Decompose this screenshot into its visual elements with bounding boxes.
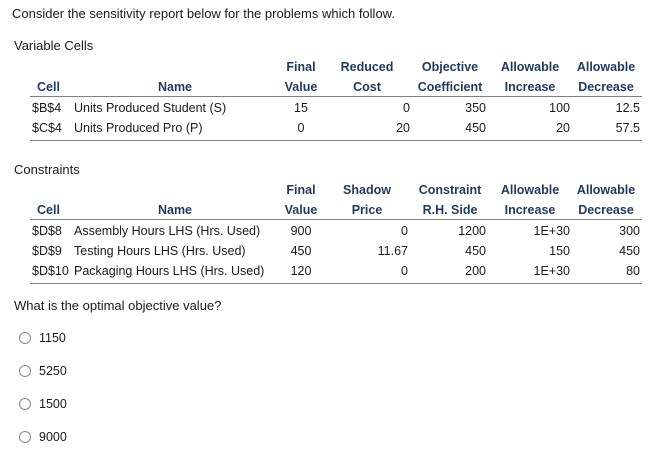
con-row-1-cell: $D$8 <box>32 224 62 238</box>
con-row-3-shadow: 0 <box>401 264 408 278</box>
option-label: 1500 <box>39 397 67 411</box>
vc-header-allowable-dec: Allowable <box>576 60 636 74</box>
con-row-2-increase: 150 <box>549 244 570 258</box>
con-header-final: Final <box>286 183 316 197</box>
vc-row-2-decrease: 57.5 <box>615 121 640 135</box>
con-header-increase: Increase <box>504 203 556 217</box>
variable-cells-title: Variable Cells <box>14 38 94 53</box>
radio-button-1150[interactable] <box>19 332 31 344</box>
con-row-3-cell: $D$10 <box>32 264 69 278</box>
vc-header-allowable-inc: Allowable <box>500 60 560 74</box>
vc-row-2-reduced: 20 <box>396 121 410 135</box>
question-text: What is the optimal objective value? <box>14 298 222 313</box>
con-row-2-cell: $D$9 <box>32 244 62 258</box>
con-row-2-decrease: 450 <box>619 244 640 258</box>
vc-header-final: Final <box>286 60 316 74</box>
con-header-allowable-inc: Allowable <box>500 183 560 197</box>
vc-header-objective: Objective <box>421 60 479 74</box>
con-row-1-name: Assembly Hours LHS (Hrs. Used) <box>74 224 261 238</box>
con-row-3-name: Packaging Hours LHS (Hrs. Used) <box>74 264 265 278</box>
vc-row-1-decrease: 12.5 <box>615 101 640 115</box>
vc-header-decrease: Decrease <box>578 80 634 94</box>
vc-header-value: Value <box>284 80 318 94</box>
con-header-constraint: Constraint <box>418 183 482 197</box>
con-row-2-rhs: 450 <box>465 244 486 258</box>
con-header-rhs: R.H. Side <box>422 203 478 217</box>
vc-header-coefficient: Coefficient <box>417 80 483 94</box>
con-row-1-final: 900 <box>290 224 312 238</box>
con-row-3-rhs: 200 <box>465 264 486 278</box>
con-header-allowable-dec: Allowable <box>576 183 636 197</box>
radio-button-9000[interactable] <box>19 431 31 443</box>
con-row-3-decrease: 80 <box>626 264 640 278</box>
vc-header-reduced: Reduced <box>340 60 394 74</box>
con-row-2-shadow: 11.67 <box>377 244 408 258</box>
vc-header-name: Name <box>157 80 193 94</box>
con-header-value: Value <box>284 203 318 217</box>
vc-row-2-objective: 450 <box>465 121 486 135</box>
vc-row-2-name: Units Produced Pro (P) <box>74 121 203 135</box>
radio-button-1500[interactable] <box>19 398 31 410</box>
vc-row-1-final: 15 <box>294 101 308 115</box>
option-label: 5250 <box>39 364 67 378</box>
con-row-2-final: 450 <box>290 244 312 258</box>
con-row-1-increase: 1E+30 <box>533 224 571 238</box>
vc-row-1-name: Units Produced Student (S) <box>74 101 227 115</box>
constraints-title: Constraints <box>14 162 80 177</box>
con-row-2-name: Testing Hours LHS (Hrs. Used) <box>74 244 246 258</box>
vc-row-1-objective: 350 <box>465 101 486 115</box>
vc-header-cell: Cell <box>37 80 60 94</box>
con-header-cell: Cell <box>37 203 60 217</box>
vc-row-2-increase: 20 <box>556 121 570 135</box>
option-9000[interactable]: 9000 <box>19 430 67 444</box>
con-row-1-rhs: 1200 <box>458 224 486 238</box>
vc-header-cost: Cost <box>353 80 381 94</box>
option-1150[interactable]: 1150 <box>19 331 66 345</box>
vc-bottom-divider <box>30 140 642 141</box>
con-row-1-decrease: 300 <box>619 224 640 238</box>
con-row-3-final: 120 <box>290 264 312 278</box>
vc-row-1-increase: 100 <box>549 101 570 115</box>
vc-row-1-reduced: 0 <box>403 101 410 115</box>
con-header-name: Name <box>157 203 193 217</box>
con-header-divider <box>30 219 642 220</box>
vc-header-divider <box>30 96 642 97</box>
con-row-1-shadow: 0 <box>401 224 408 238</box>
con-header-price: Price <box>351 203 383 217</box>
vc-header-increase: Increase <box>504 80 556 94</box>
con-bottom-divider <box>30 283 642 284</box>
con-row-3-increase: 1E+30 <box>533 264 571 278</box>
vc-row-1-cell: $B$4 <box>32 101 62 115</box>
radio-button-5250[interactable] <box>19 365 31 377</box>
con-header-decrease: Decrease <box>578 203 634 217</box>
option-label: 1150 <box>39 331 66 345</box>
option-1500[interactable]: 1500 <box>19 397 67 411</box>
vc-row-2-final: 0 <box>297 121 305 135</box>
vc-row-2-cell: $C$4 <box>32 121 62 135</box>
option-label: 9000 <box>39 430 67 444</box>
con-header-shadow: Shadow <box>343 183 391 197</box>
intro-text: Consider the sensitivity report below fo… <box>12 6 395 21</box>
option-5250[interactable]: 5250 <box>19 364 67 378</box>
